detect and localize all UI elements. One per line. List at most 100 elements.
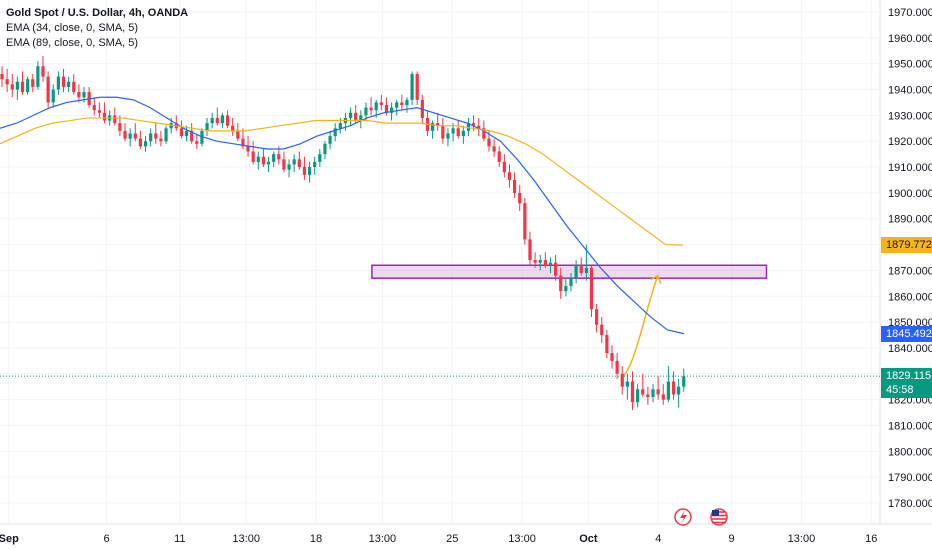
price-tick-label: 1910.000 xyxy=(888,162,932,174)
candle-body xyxy=(471,123,476,126)
candle-body xyxy=(128,133,132,139)
candle-body xyxy=(159,138,163,142)
ema34-price-tag: 1845.492 xyxy=(881,325,932,342)
candle-body xyxy=(605,335,609,354)
ema34-line xyxy=(0,96,685,335)
candle-body xyxy=(297,159,301,168)
candle-body xyxy=(502,161,506,173)
candle-body xyxy=(415,74,419,100)
candle-body xyxy=(666,381,670,400)
candle-body xyxy=(287,164,291,170)
candle-body xyxy=(574,265,578,279)
candle-body xyxy=(10,84,14,90)
candle-body xyxy=(461,130,465,137)
price-tick-label: 1920.000 xyxy=(888,136,932,148)
candle-body xyxy=(595,309,599,325)
grid-lines xyxy=(0,0,932,525)
candle-body xyxy=(677,386,681,395)
ema89-line xyxy=(0,117,684,246)
candle-body xyxy=(236,130,240,139)
time-tick-label: Sep xyxy=(0,533,19,545)
candle-body xyxy=(0,74,4,80)
candle-body xyxy=(513,179,517,193)
candles xyxy=(0,55,686,410)
price-tick-label: 1860.000 xyxy=(888,291,932,303)
last-price-value: 1829.115 xyxy=(886,370,932,383)
candle-body xyxy=(261,156,266,165)
candle-body xyxy=(205,123,209,131)
candle-body xyxy=(384,105,389,113)
candle-body xyxy=(456,128,460,137)
candle-body xyxy=(92,105,96,111)
ema89-price-value: 1879.772 xyxy=(886,239,932,252)
ema34-price-value: 1845.492 xyxy=(886,327,932,340)
candle-body xyxy=(528,239,532,261)
candle-body xyxy=(133,133,137,139)
candle-body xyxy=(210,117,214,124)
time-tick-label: 6 xyxy=(103,533,109,545)
candle-body xyxy=(651,389,655,398)
candle-body xyxy=(292,159,296,165)
candle-body xyxy=(641,389,645,395)
candle-body xyxy=(497,151,501,162)
candle-body xyxy=(359,115,363,121)
time-tick-label: 16 xyxy=(865,533,877,545)
candle-body xyxy=(523,203,527,240)
candle-body xyxy=(251,151,255,162)
price-tick-label: 1870.000 xyxy=(888,265,932,277)
candle-body xyxy=(636,389,640,403)
candle-body xyxy=(671,381,676,395)
price-tick-label: 1780.000 xyxy=(888,498,932,510)
candle-body xyxy=(451,128,455,134)
candle-body xyxy=(389,107,394,113)
candle-body xyxy=(318,154,322,162)
time-axis[interactable]: Sep 6 11 13:00 18 13:00 25 13:00 Oct 4 9 13:00 16 xyxy=(0,533,877,545)
candle-body xyxy=(518,192,522,204)
price-tick-label: 1790.000 xyxy=(888,472,932,484)
symbol-title: Gold Spot / U.S. Dollar, 4h, OANDA xyxy=(6,7,189,19)
candle-body xyxy=(61,76,66,87)
ema89-legend: EMA (89, close, 0, SMA, 5) xyxy=(6,37,139,49)
candle-body xyxy=(46,76,50,103)
candle-body xyxy=(369,107,373,111)
candle-body xyxy=(656,389,660,395)
candle-body xyxy=(195,141,199,144)
candle-body xyxy=(36,66,40,87)
candle-body xyxy=(231,125,235,131)
candle-body xyxy=(82,92,86,98)
projection-arrowhead xyxy=(650,274,662,284)
event-icons[interactable] xyxy=(674,508,728,526)
time-tick-label: Oct xyxy=(579,533,598,545)
candle-body xyxy=(26,79,30,93)
price-tick-label: 1810.000 xyxy=(888,420,932,432)
candle-body xyxy=(215,117,219,124)
candle-body xyxy=(307,167,312,175)
candle-body xyxy=(15,81,19,90)
price-tick-label: 1970.000 xyxy=(888,7,932,19)
projection-arrow xyxy=(622,275,659,377)
candle-body xyxy=(477,125,481,129)
candle-body xyxy=(72,81,76,93)
candle-body xyxy=(400,102,404,106)
candle-body xyxy=(123,130,127,139)
candle-body xyxy=(241,138,245,147)
candle-body xyxy=(364,107,368,116)
candle-body xyxy=(154,133,158,139)
candle-body xyxy=(200,130,204,144)
time-tick-label: 9 xyxy=(729,533,735,545)
candle-body xyxy=(543,260,547,266)
candle-body xyxy=(77,92,81,98)
candle-body xyxy=(272,154,276,162)
candle-body xyxy=(620,373,624,387)
candle-body xyxy=(410,74,414,100)
candle-body xyxy=(225,115,230,126)
candle-body xyxy=(348,112,353,118)
price-axis[interactable]: 1970.000 1960.000 1950.000 1940.000 1930.000… xyxy=(888,7,932,510)
candle-body xyxy=(615,360,619,374)
candle-body xyxy=(446,133,450,139)
candle-body xyxy=(482,128,486,139)
candle-body xyxy=(630,381,635,403)
price-tick-label: 1840.000 xyxy=(888,343,932,355)
candle-body xyxy=(354,112,358,121)
